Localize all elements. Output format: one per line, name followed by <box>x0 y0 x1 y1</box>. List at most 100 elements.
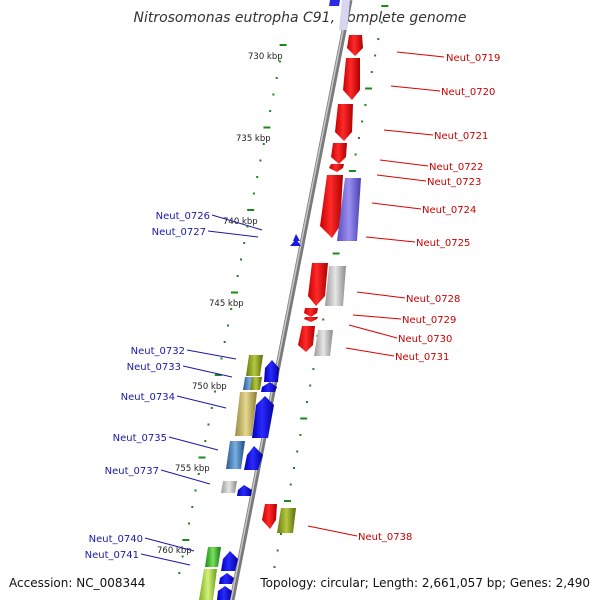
reverse-strand-genes <box>199 234 301 600</box>
scale-tick <box>299 434 302 436</box>
gene-label-neut-0731[interactable]: Neut_0731 <box>395 352 449 363</box>
gene-feature[interactable] <box>293 234 300 241</box>
gene-label-neut-0740[interactable]: Neut_0740 <box>89 534 143 545</box>
gene-label-neut-0730[interactable]: Neut_0730 <box>398 334 452 345</box>
gene-feature[interactable] <box>325 266 346 306</box>
scale-tick <box>364 104 367 106</box>
tick-label-760: 760 kbp <box>157 546 192 556</box>
gene-label-neut-0721[interactable]: Neut_0721 <box>434 131 488 142</box>
gene-feature[interactable] <box>314 330 333 356</box>
gene-feature[interactable] <box>205 547 221 567</box>
gene-label-neut-0725[interactable]: Neut_0725 <box>416 238 470 249</box>
gene-feature[interactable] <box>304 317 318 322</box>
scale-tick <box>278 60 281 63</box>
gene-feature[interactable] <box>335 104 353 141</box>
scale-tick <box>370 71 373 73</box>
gene-label-neut-0741[interactable]: Neut_0741 <box>85 550 139 561</box>
gene-feature[interactable] <box>304 308 318 317</box>
scale-labels: 730 kbp 735 kbp 740 kbp 745 kbp 750 kbp … <box>157 52 283 556</box>
scale-tick <box>247 209 255 211</box>
scale-tick <box>182 539 190 541</box>
genome-backbone <box>229 0 353 600</box>
scale-tick <box>272 93 275 96</box>
gene-label-neut-0733[interactable]: Neut_0733 <box>127 362 181 373</box>
gene-label-neut-0732[interactable]: Neut_0732 <box>131 346 185 357</box>
gene-feature[interactable] <box>261 382 277 392</box>
scale-tick <box>197 473 200 475</box>
gene-feature[interactable] <box>337 178 361 241</box>
gene-label-neut-0729[interactable]: Neut_0729 <box>402 315 456 326</box>
gene-feature[interactable] <box>339 0 350 30</box>
gene-feature[interactable] <box>199 569 217 600</box>
gene-feature[interactable] <box>347 35 363 56</box>
gene-feature[interactable] <box>235 392 257 436</box>
accession-text: Accession: NC_008344 <box>9 576 145 590</box>
gene-feature[interactable] <box>221 481 237 493</box>
gene-label-neut-0735[interactable]: Neut_0735 <box>113 433 167 444</box>
scale-tick <box>279 44 287 46</box>
scale-tick <box>381 5 389 7</box>
gene-feature[interactable] <box>290 239 301 246</box>
scale-tick <box>231 291 238 294</box>
gene-label-neut-0738[interactable]: Neut_0738 <box>358 532 412 543</box>
gene-label-neut-0724[interactable]: Neut_0724 <box>422 205 476 216</box>
scale-tick <box>305 401 308 403</box>
gene-feature[interactable] <box>244 446 263 470</box>
gene-feature[interactable] <box>298 326 315 352</box>
gene-label-neut-0737[interactable]: Neut_0737 <box>105 466 159 477</box>
tick-label-755: 755 kbp <box>175 464 210 474</box>
gene-label-neut-0726[interactable]: Neut_0726 <box>156 211 210 222</box>
gene-feature[interactable] <box>226 441 245 469</box>
scale-tick <box>240 258 242 261</box>
scale-tick <box>348 170 356 172</box>
gene-feature[interactable] <box>252 396 274 438</box>
gene-feature[interactable] <box>217 586 232 600</box>
scale-tick <box>322 318 325 321</box>
scale-tick <box>210 407 213 409</box>
scale-tick <box>230 308 233 310</box>
scale-tick <box>252 192 255 195</box>
scale-tick <box>214 390 216 393</box>
scale-tick <box>198 456 206 459</box>
gene-feature[interactable] <box>246 355 263 376</box>
scale-tick <box>296 450 299 453</box>
gene-label-neut-0727[interactable]: Neut_0727 <box>152 227 206 238</box>
genome-summary-text: Topology: circular; Length: 2,661,057 bp… <box>259 576 590 590</box>
gene-label-neut-0734[interactable]: Neut_0734 <box>121 392 175 403</box>
gene-feature[interactable] <box>277 508 296 533</box>
gene-feature[interactable] <box>221 551 238 571</box>
scale-tick <box>377 38 380 40</box>
gene-feature[interactable] <box>237 485 252 496</box>
scale-tick <box>194 489 197 492</box>
gene-feature[interactable] <box>308 263 328 306</box>
scale-tick <box>280 533 282 535</box>
scale-tick <box>380 21 383 24</box>
gene-label-neut-0720[interactable]: Neut_0720 <box>441 87 495 98</box>
tick-label-750: 750 kbp <box>192 382 227 392</box>
gene-feature[interactable] <box>250 377 262 390</box>
gene-label-neut-0723[interactable]: Neut_0723 <box>427 177 481 188</box>
scale-tick <box>332 252 340 255</box>
forward-gene-labels: Neut_0719 Neut_0720 Neut_0721 Neut_0722 … <box>358 53 500 543</box>
scale-tick <box>188 522 190 525</box>
gene-feature[interactable] <box>320 175 343 238</box>
gene-feature[interactable] <box>343 58 360 100</box>
scale-tick <box>227 324 229 327</box>
gene-feature[interactable] <box>329 0 340 6</box>
scale-tick <box>312 368 315 370</box>
scale-tick <box>354 153 357 156</box>
scale-tick <box>309 384 312 387</box>
gene-feature[interactable] <box>331 143 347 164</box>
gene-label-neut-0722[interactable]: Neut_0722 <box>429 162 483 173</box>
gene-label-neut-0719[interactable]: Neut_0719 <box>446 53 500 64</box>
gene-feature[interactable] <box>329 164 344 172</box>
scale-tick <box>276 549 279 552</box>
scale-tick <box>236 275 239 277</box>
scale-tick <box>223 341 226 343</box>
gene-feature[interactable] <box>219 573 234 584</box>
gene-feature[interactable] <box>264 360 279 382</box>
scale-tick <box>256 176 259 178</box>
gene-feature[interactable] <box>262 504 277 529</box>
scale-ticks <box>178 5 389 574</box>
gene-label-neut-0728[interactable]: Neut_0728 <box>406 294 460 305</box>
